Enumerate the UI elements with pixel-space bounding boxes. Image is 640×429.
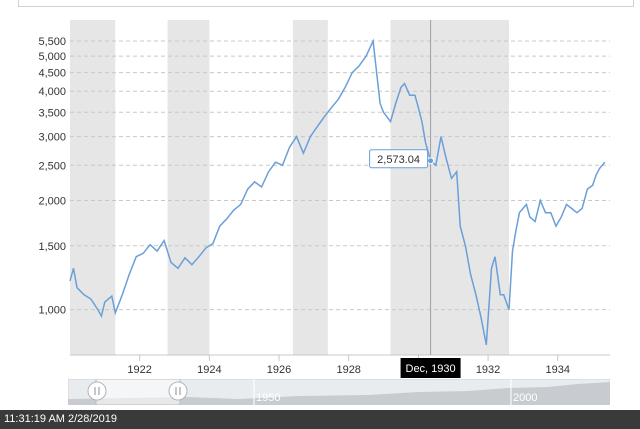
navigator-area	[68, 382, 610, 405]
navigator-label-1950: 1950	[256, 392, 280, 404]
x-tick-label: 1934	[545, 364, 569, 376]
recession-band-3	[390, 20, 509, 355]
recession-bands	[70, 20, 509, 355]
crosshair-date-label: Dec, 1930	[400, 358, 461, 378]
navigator-label-2000: 2000	[513, 392, 537, 404]
y-tick-label: 1,000	[38, 305, 66, 317]
dow-chart: 1,000 1,500 2,000 2,500 3,000 3,500 4,000 4,500…	[38, 20, 610, 378]
tooltip-value: 2,573.04	[377, 154, 420, 166]
y-tick-label: 4,000	[38, 86, 66, 98]
crosshair-date-text: Dec, 1930	[406, 363, 456, 375]
recession-band-1	[167, 20, 210, 355]
x-tick-label: 1926	[267, 364, 291, 376]
x-tick-label: 1922	[127, 364, 151, 376]
grid-lines	[70, 40, 610, 311]
recession-band-0	[70, 20, 116, 355]
x-tick-label: 1932	[476, 364, 500, 376]
y-tick-label: 5,500	[38, 36, 66, 48]
range-navigator[interactable]: 1950 2000	[68, 379, 610, 405]
y-tick-label: 4,500	[38, 68, 66, 80]
y-tick-label: 5,000	[38, 51, 66, 63]
value-tooltip: 2,573.04	[369, 149, 429, 169]
status-timestamp: 11:31:19 AM 2/28/2019	[4, 413, 117, 425]
y-axis: 1,000 1,500 2,000 2,500 3,000 3,500 4,000 4,500…	[38, 36, 66, 317]
navigator-selection[interactable]	[95, 379, 181, 405]
status-bar: 11:31:19 AM 2/28/2019	[0, 410, 640, 429]
y-tick-label: 1,500	[38, 241, 66, 253]
navigator-handle-right[interactable]	[168, 381, 188, 401]
recession-band-2	[292, 20, 328, 355]
navigator-handle-left[interactable]	[87, 381, 107, 401]
x-tick-label: 1924	[197, 364, 221, 376]
top-frame	[18, 0, 634, 7]
x-tick-label: 1928	[336, 364, 360, 376]
y-tick-label: 3,000	[38, 132, 66, 144]
hover-point	[427, 157, 435, 165]
y-tick-label: 3,500	[38, 107, 66, 119]
series-line	[69, 38, 606, 345]
y-tick-label: 2,500	[38, 160, 66, 172]
x-axis: 1922192419261928193019321934	[70, 354, 610, 376]
y-tick-label: 2,000	[38, 195, 66, 207]
